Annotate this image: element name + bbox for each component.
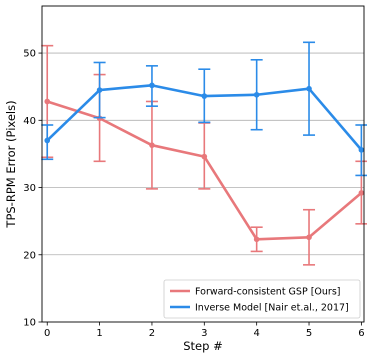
y-axis-label: TPS-RPM Error (Pixels) bbox=[4, 100, 18, 228]
plot-frame bbox=[41, 5, 365, 323]
x-tick-label-1: 1 bbox=[96, 328, 102, 339]
y-tick-label-20: 20 bbox=[23, 250, 36, 261]
x-tick-label-0: 0 bbox=[44, 328, 50, 339]
x-tick-label-6: 6 bbox=[358, 328, 364, 339]
legend: Forward-consistent GSP [Ours] Inverse Mo… bbox=[163, 279, 361, 319]
data-point-forward-gsp-0 bbox=[44, 98, 51, 105]
data-point-forward-gsp-2 bbox=[149, 142, 155, 148]
data-point-forward-gsp-3 bbox=[201, 153, 208, 160]
legend-label-inverse-model: Inverse Model [Nair et.al., 2017] bbox=[195, 303, 349, 314]
x-axis-label: Step # bbox=[183, 339, 222, 353]
gridlines bbox=[42, 52, 364, 256]
x-tick-label-3: 3 bbox=[201, 328, 207, 339]
y-tick-label-40: 40 bbox=[23, 116, 36, 127]
series-inverse-model bbox=[41, 41, 367, 177]
axis-ticks: 10 20 30 40 50 0 1 2 3 4 5 6 bbox=[23, 49, 364, 339]
y-tick-label-30: 30 bbox=[23, 183, 36, 194]
data-point-inverse-model-2 bbox=[149, 82, 155, 89]
data-point-inverse-model-1 bbox=[96, 87, 103, 93]
legend-label-forward-gsp: Forward-consistent GSP [Ours] bbox=[195, 287, 340, 298]
legend-box bbox=[163, 279, 361, 319]
data-point-inverse-model-0 bbox=[44, 137, 51, 144]
x-tick-label-5: 5 bbox=[306, 328, 312, 339]
y-tick-label-50: 50 bbox=[23, 49, 36, 60]
y-tick-label-10: 10 bbox=[23, 318, 36, 329]
data-point-inverse-model-3 bbox=[201, 93, 208, 99]
x-tick-label-4: 4 bbox=[253, 328, 259, 339]
data-point-forward-gsp-6 bbox=[358, 190, 365, 196]
data-point-forward-gsp-4 bbox=[253, 236, 260, 243]
series-layer bbox=[41, 41, 367, 266]
x-tick-label-2: 2 bbox=[149, 328, 155, 339]
data-point-inverse-model-4 bbox=[253, 91, 260, 98]
data-point-inverse-model-5 bbox=[306, 85, 312, 92]
data-point-inverse-model-6 bbox=[358, 147, 365, 153]
data-point-forward-gsp-5 bbox=[306, 234, 312, 241]
